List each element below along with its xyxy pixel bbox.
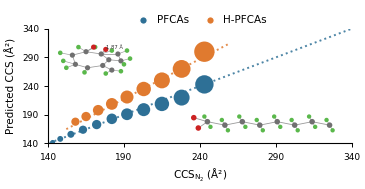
Point xyxy=(124,113,130,116)
Legend: PFCAs, H-PFCAs: PFCAs, H-PFCAs xyxy=(128,11,271,29)
Point xyxy=(109,117,115,120)
Point xyxy=(83,115,89,118)
Point xyxy=(57,51,63,54)
Point xyxy=(179,67,185,70)
Point xyxy=(159,102,165,105)
Point xyxy=(225,129,231,132)
Point xyxy=(257,124,263,127)
Point xyxy=(115,53,121,56)
Point xyxy=(124,95,130,98)
Point xyxy=(73,120,78,123)
Point xyxy=(309,120,315,123)
Point xyxy=(239,120,245,123)
Point xyxy=(76,46,81,49)
Point xyxy=(83,50,89,53)
Point xyxy=(94,123,100,126)
Point xyxy=(327,124,333,127)
Point xyxy=(68,133,74,136)
Point xyxy=(103,48,109,51)
Point xyxy=(201,115,207,118)
Point xyxy=(208,125,214,128)
Point xyxy=(260,129,266,132)
Point xyxy=(312,125,318,128)
Point xyxy=(292,124,297,127)
Point xyxy=(201,50,207,53)
Point xyxy=(295,129,301,132)
Point xyxy=(100,64,105,67)
Point xyxy=(91,46,96,49)
Point xyxy=(191,116,197,119)
Point xyxy=(92,46,98,49)
Point xyxy=(242,125,248,128)
Point xyxy=(121,63,127,66)
Y-axis label: Predicted CCS (Å²): Predicted CCS (Å²) xyxy=(5,38,16,134)
Point xyxy=(254,119,260,122)
Point xyxy=(141,88,147,91)
Point xyxy=(330,129,335,132)
Point xyxy=(204,120,210,123)
Point xyxy=(80,128,86,131)
Point xyxy=(277,125,283,128)
Point xyxy=(201,83,207,86)
Point xyxy=(69,54,75,57)
Text: 1.87 Å: 1.87 Å xyxy=(106,45,123,50)
Point xyxy=(106,58,112,61)
Point xyxy=(60,59,66,62)
Point xyxy=(109,49,115,52)
Point xyxy=(141,108,147,111)
Point xyxy=(306,115,312,118)
Point xyxy=(289,119,295,122)
Point xyxy=(237,115,242,118)
Point xyxy=(195,126,201,129)
Point xyxy=(324,119,330,122)
Point xyxy=(103,72,109,75)
Point xyxy=(118,59,124,62)
Point xyxy=(109,69,115,72)
Point xyxy=(118,70,124,73)
Point xyxy=(64,66,69,69)
Point xyxy=(109,102,115,105)
Point xyxy=(124,49,130,52)
Point xyxy=(73,63,78,66)
Point xyxy=(159,79,165,82)
Point xyxy=(274,120,280,123)
Point xyxy=(222,124,228,127)
Point xyxy=(271,115,277,118)
Point xyxy=(95,109,101,112)
Point xyxy=(219,119,225,122)
Point xyxy=(50,141,55,144)
Point xyxy=(127,57,133,60)
Point xyxy=(57,137,63,140)
Point xyxy=(82,71,88,74)
X-axis label: CCS$_{\mathregular{N_2}}$ (Å²): CCS$_{\mathregular{N_2}}$ (Å²) xyxy=(173,167,227,184)
Point xyxy=(98,53,104,56)
Point xyxy=(85,66,91,69)
Point xyxy=(179,96,185,99)
